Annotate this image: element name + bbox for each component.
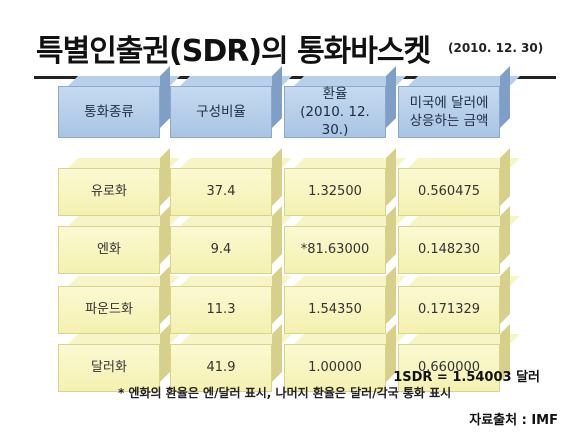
table-row-2-cell-2-side-face xyxy=(272,206,282,264)
source-note: 자료출처 : IMF xyxy=(469,413,558,428)
table-row-1-cell-2-side-face xyxy=(272,148,282,206)
table-row-2-cell-3-side-face xyxy=(386,206,396,264)
page-title: 특별인출권(SDR)의 통화바스켓 xyxy=(36,34,431,69)
table-row-1-cell-4-label: 0.560475 xyxy=(398,168,500,216)
title-block: 특별인출권(SDR)의 통화바스켓 (2010. 12. 30) xyxy=(28,14,556,79)
table-row-1-cell-1-side-face xyxy=(160,148,170,206)
currency-basket-table: 통화종류 구성비율 환율 (2010. 12. 30.) 미국에 달러에 상응하는 금… xyxy=(48,66,528,392)
table-row-3-cell-3-side-face xyxy=(386,266,396,324)
table-row-1-cell-2-label: 37.4 xyxy=(170,168,272,216)
table-row-3-cell-2-side-face xyxy=(272,266,282,324)
table-row-4-cell-2-side-face xyxy=(272,324,282,382)
table-row-2-cell-1-label: 엔화 xyxy=(58,226,160,274)
table-row-3-cell-1-label: 파운드화 xyxy=(58,286,160,334)
header-cell-2-label: 구성비율 xyxy=(170,86,272,138)
table-row-3-cell-2-label: 11.3 xyxy=(170,286,272,334)
header-cell-4-label: 미국에 달러에 상응하는 금액 xyxy=(398,86,500,138)
title-date: (2010. 12. 30) xyxy=(448,41,544,55)
sdr-rate: 1SDR = 1.54003 달러 xyxy=(393,370,540,385)
table-row-1-cell-4-side-face xyxy=(500,148,510,206)
table-row-3-cell-4-side-face xyxy=(500,266,510,324)
table-row-4-cell-1-side-face xyxy=(160,324,170,382)
table-row-1-cell-3-label: 1.32500 xyxy=(284,168,386,216)
table-row-4-cell-2-label: 41.9 xyxy=(170,344,272,392)
table-row-2-cell-4-side-face xyxy=(500,206,510,264)
header-cell-2-side-face xyxy=(272,66,282,128)
table-row-2-cell-2-label: 9.4 xyxy=(170,226,272,274)
table-row-3-cell-3-label: 1.54350 xyxy=(284,286,386,334)
table-row-3-cell-4-label: 0.171329 xyxy=(398,286,500,334)
header-cell-3-label: 환율 (2010. 12. 30.) xyxy=(284,86,386,138)
header-cell-1-label: 통화종류 xyxy=(58,86,160,138)
table-row-4-cell-4-label: 0.660000 xyxy=(398,344,500,392)
table-row-2-cell-4-label: 0.148230 xyxy=(398,226,500,274)
table-row-1-cell-3-side-face xyxy=(386,148,396,206)
header-cell-3-side-face xyxy=(386,66,396,128)
header-cell-1-side-face xyxy=(160,66,170,128)
table-row-1-cell-1-label: 유로화 xyxy=(58,168,160,216)
header-cell-4-side-face xyxy=(500,66,510,128)
table-row-2-cell-3-label: *81.63000 xyxy=(284,226,386,274)
title-underline xyxy=(34,76,556,79)
table-row-4-cell-1-label: 달러화 xyxy=(58,344,160,392)
table-row-2-cell-1-side-face xyxy=(160,206,170,264)
table-row-3-cell-1-side-face xyxy=(160,266,170,324)
footnote: * 엔화의 환율은 엔/달러 표시, 나머지 환율은 달러/각국 통화 표시 xyxy=(118,386,452,400)
table-row-4-cell-3-label: 1.00000 xyxy=(284,344,386,392)
